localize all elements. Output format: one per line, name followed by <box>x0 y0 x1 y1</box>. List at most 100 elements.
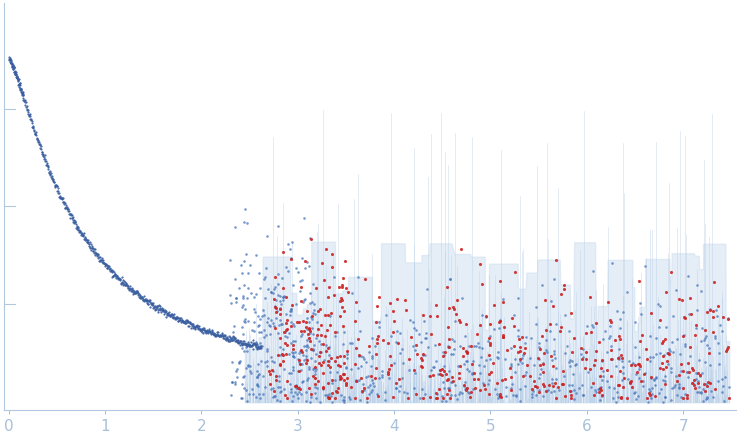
Point <box>108 272 120 279</box>
Point <box>534 355 545 362</box>
Point <box>660 364 672 371</box>
Point <box>51 183 63 190</box>
Point <box>630 371 641 378</box>
Point <box>418 351 429 358</box>
Point <box>681 368 692 375</box>
Point <box>338 396 350 403</box>
Point <box>324 354 336 361</box>
Point <box>61 203 72 210</box>
Point <box>460 320 471 327</box>
Point <box>254 342 266 349</box>
Point <box>410 327 422 334</box>
Point <box>252 382 264 389</box>
Point <box>132 289 144 296</box>
Point <box>62 206 74 213</box>
Point <box>597 368 609 375</box>
Point <box>446 378 457 385</box>
Point <box>95 257 107 264</box>
Point <box>327 377 338 384</box>
Point <box>654 350 666 357</box>
Point <box>240 387 252 394</box>
Point <box>317 384 329 391</box>
Point <box>58 199 69 206</box>
Point <box>101 265 112 272</box>
Point <box>24 111 35 118</box>
Point <box>660 289 672 296</box>
Point <box>334 374 346 381</box>
Point <box>460 347 471 354</box>
Point <box>324 391 336 398</box>
Point <box>165 312 177 319</box>
Point <box>344 396 356 403</box>
Point <box>580 330 592 337</box>
Point <box>4 57 16 64</box>
Point <box>225 335 237 342</box>
Point <box>494 317 506 324</box>
Point <box>264 371 276 378</box>
Point <box>594 385 606 392</box>
Point <box>300 360 312 367</box>
Point <box>486 368 497 375</box>
Point <box>698 380 710 387</box>
Point <box>160 308 172 315</box>
Point <box>288 354 300 361</box>
Point <box>261 348 273 355</box>
Point <box>236 395 248 402</box>
Point <box>226 379 238 386</box>
Point <box>308 365 320 372</box>
Point <box>274 335 286 342</box>
Point <box>297 351 309 358</box>
Point <box>231 373 243 380</box>
Point <box>684 343 695 350</box>
Point <box>323 351 335 358</box>
Point <box>677 385 689 392</box>
Point <box>317 385 329 392</box>
Point <box>239 205 251 212</box>
Point <box>89 249 101 256</box>
Point <box>242 341 253 348</box>
Point <box>267 319 279 326</box>
Point <box>268 323 280 330</box>
Point <box>51 182 63 189</box>
Point <box>237 302 249 309</box>
Point <box>356 388 368 395</box>
Point <box>44 169 55 176</box>
Point <box>111 274 123 281</box>
Point <box>225 291 236 298</box>
Point <box>279 329 291 336</box>
Point <box>577 345 589 352</box>
Point <box>341 350 353 357</box>
Point <box>149 303 160 310</box>
Point <box>67 219 79 226</box>
Point <box>87 248 99 255</box>
Point <box>164 313 176 320</box>
Point <box>280 311 292 318</box>
Point <box>258 275 270 282</box>
Point <box>330 387 341 394</box>
Point <box>46 175 58 182</box>
Point <box>438 351 450 358</box>
Point <box>225 392 236 399</box>
Point <box>180 319 191 326</box>
Point <box>248 340 259 347</box>
Point <box>301 398 313 405</box>
Point <box>577 391 589 398</box>
Point <box>274 384 286 391</box>
Point <box>232 336 244 343</box>
Point <box>432 370 443 377</box>
Point <box>512 348 524 355</box>
Point <box>436 393 448 400</box>
Point <box>98 260 110 267</box>
Point <box>443 387 454 394</box>
Point <box>276 274 288 281</box>
Point <box>79 234 91 241</box>
Point <box>66 214 78 221</box>
Point <box>194 326 206 333</box>
Point <box>341 364 353 371</box>
Point <box>242 270 253 277</box>
Point <box>159 307 171 314</box>
Point <box>706 308 718 315</box>
Point <box>408 366 420 373</box>
Point <box>96 259 108 266</box>
Point <box>709 385 721 392</box>
